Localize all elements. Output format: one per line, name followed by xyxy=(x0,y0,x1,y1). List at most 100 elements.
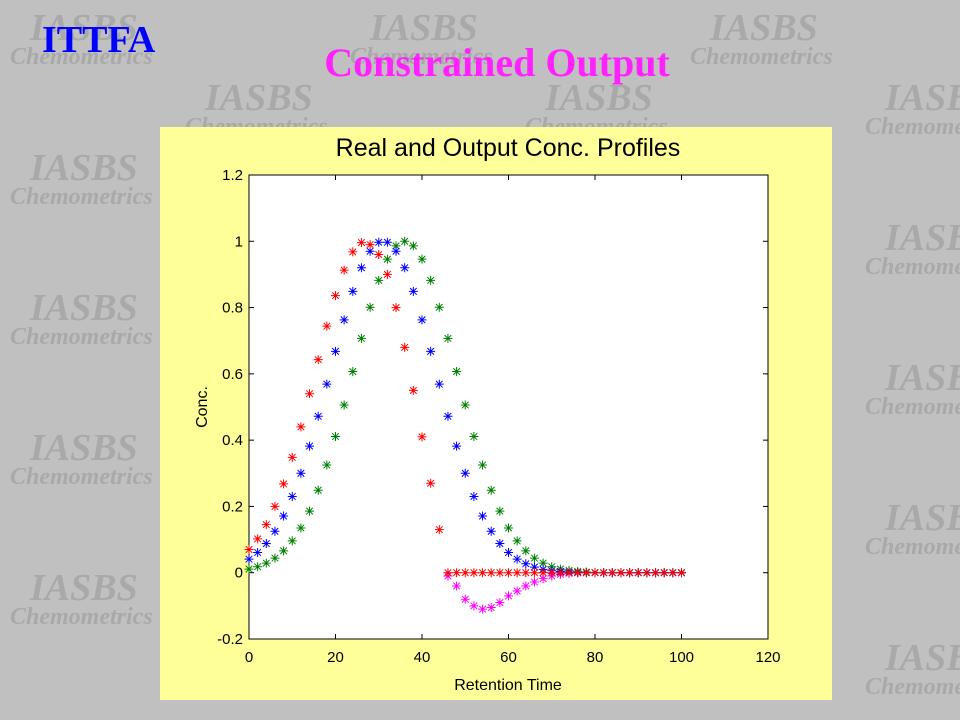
y-tick-label: 1.2 xyxy=(222,167,243,184)
watermark-logo: IASBS xyxy=(884,497,960,539)
data-point xyxy=(331,291,340,301)
data-point xyxy=(460,568,470,578)
watermark-logo: IASBS xyxy=(369,7,478,49)
data-point xyxy=(668,568,678,578)
data-point xyxy=(495,598,505,608)
watermark-subtitle: Chemometrics xyxy=(865,254,960,280)
data-point xyxy=(538,568,548,578)
data-point xyxy=(261,558,271,568)
data-point xyxy=(452,581,462,591)
data-point xyxy=(581,568,591,578)
watermark-subtitle: Chemometrics xyxy=(10,184,153,210)
data-point xyxy=(270,553,280,563)
data-point xyxy=(469,601,479,611)
data-point xyxy=(382,237,392,247)
data-point xyxy=(244,564,254,574)
data-point xyxy=(348,367,358,377)
data-point xyxy=(417,315,427,325)
data-point xyxy=(287,536,297,546)
data-point xyxy=(599,568,609,578)
data-point xyxy=(443,568,453,578)
data-point xyxy=(270,501,280,511)
watermark-logo: IASBS xyxy=(29,287,138,329)
data-point xyxy=(486,568,496,578)
y-tick-label: 0.2 xyxy=(222,498,243,515)
data-point xyxy=(486,603,496,613)
data-point xyxy=(512,568,522,578)
watermark-subtitle: Chemometrics xyxy=(10,464,153,490)
data-point xyxy=(313,355,323,365)
data-point xyxy=(356,333,366,343)
data-point xyxy=(478,511,488,521)
x-tick-label: 60 xyxy=(500,649,517,666)
data-point xyxy=(478,568,488,578)
data-point xyxy=(408,385,418,395)
data-point xyxy=(374,237,384,247)
y-tick-label: 1 xyxy=(235,233,243,250)
data-point xyxy=(443,411,453,421)
plot-area xyxy=(248,174,769,640)
watermark-logo: IASBS xyxy=(29,147,138,189)
data-point xyxy=(331,346,340,356)
data-point xyxy=(547,568,557,578)
data-point xyxy=(279,511,289,521)
data-point xyxy=(408,286,418,296)
data-point xyxy=(322,379,332,389)
data-point xyxy=(244,554,254,564)
data-point xyxy=(374,275,384,285)
data-point xyxy=(512,554,522,564)
data-point xyxy=(521,559,531,569)
data-point xyxy=(400,236,410,246)
data-point xyxy=(348,286,358,296)
watermark-subtitle: Chemometrics xyxy=(865,394,960,420)
data-point xyxy=(512,536,522,546)
data-point xyxy=(339,265,349,275)
x-tick-label: 100 xyxy=(669,649,694,666)
data-point xyxy=(261,520,271,530)
data-point xyxy=(434,302,444,312)
data-point xyxy=(590,568,600,578)
data-point xyxy=(460,400,470,410)
data-point xyxy=(521,546,531,556)
data-point xyxy=(504,547,513,557)
data-point xyxy=(521,581,531,591)
watermark-logo: IASBS xyxy=(204,77,313,119)
watermark-subtitle: Chemometrics xyxy=(10,604,153,630)
watermark-logo: IASBS xyxy=(884,77,960,119)
data-point xyxy=(322,321,332,331)
data-point xyxy=(486,526,496,536)
data-point xyxy=(538,574,548,584)
data-point xyxy=(478,460,488,470)
watermark-subtitle: Chemometrics xyxy=(690,44,833,70)
data-point xyxy=(331,431,340,441)
data-point xyxy=(443,333,453,343)
watermark-logo: IASBS xyxy=(544,77,653,119)
data-point xyxy=(287,491,297,501)
y-tick-label: 0.4 xyxy=(222,432,243,449)
y-tick-label: 0.6 xyxy=(222,366,243,383)
watermark-subtitle: Chemometrics xyxy=(865,674,960,700)
data-point xyxy=(469,568,479,578)
watermark-logo: IASBS xyxy=(29,567,138,609)
watermark-logo: IASBS xyxy=(709,7,818,49)
data-point xyxy=(616,568,626,578)
data-point xyxy=(469,431,479,441)
data-point xyxy=(322,460,332,470)
data-point xyxy=(564,568,574,578)
data-point xyxy=(529,577,539,587)
data-point xyxy=(529,562,539,572)
data-point xyxy=(339,315,349,325)
data-point xyxy=(400,342,410,352)
x-tick-label: 40 xyxy=(414,649,431,666)
data-point xyxy=(356,238,366,248)
data-point xyxy=(305,506,315,516)
watermark-subtitle: Chemometrics xyxy=(350,44,493,70)
data-point xyxy=(573,568,583,578)
data-point xyxy=(356,263,366,273)
data-point xyxy=(365,302,375,312)
data-point xyxy=(434,525,444,535)
data-point xyxy=(382,269,392,279)
y-tick-label: 0.8 xyxy=(222,300,243,317)
data-point xyxy=(659,568,669,578)
